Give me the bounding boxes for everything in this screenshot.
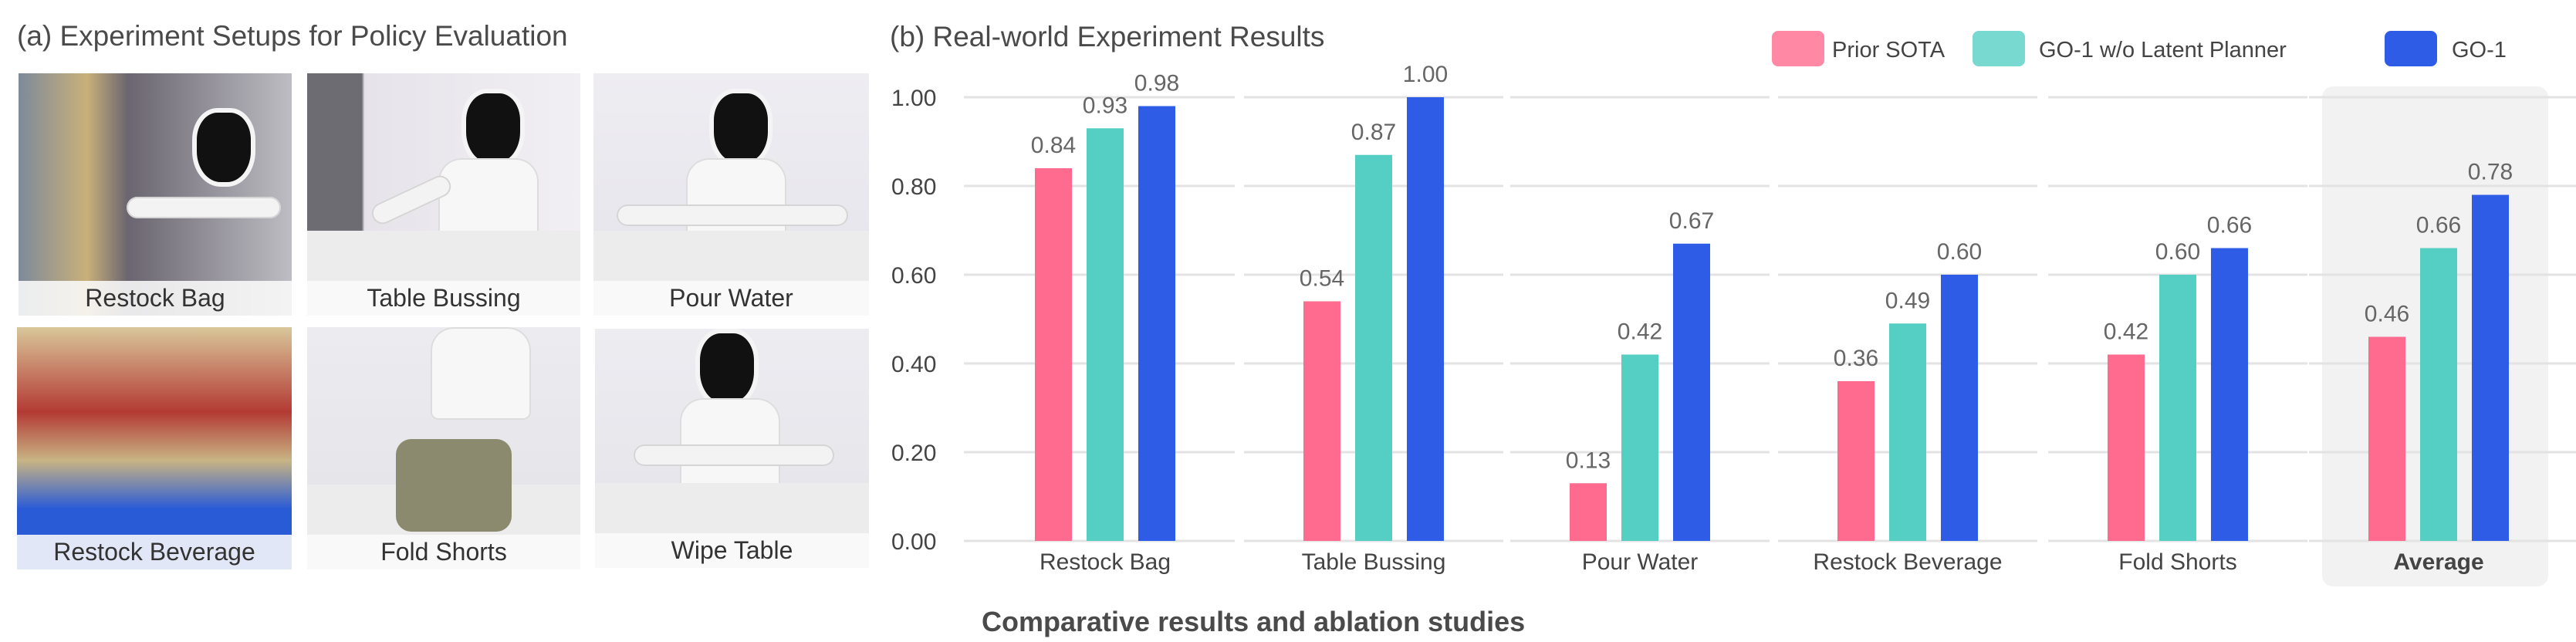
y-tick-label: 0.00 — [891, 529, 936, 555]
x-tick-label: Average — [2393, 549, 2483, 575]
tile-label: Pour Water — [593, 281, 869, 316]
bar-value-label: 0.60 — [2155, 239, 2200, 265]
bar-value-label: 0.84 — [1031, 133, 1076, 158]
bar-restock-beverage-series-1 — [1889, 323, 1926, 541]
bar-value-label: 0.93 — [1083, 93, 1127, 118]
bar-table-bussing-series-2 — [1407, 97, 1444, 541]
setups-panel-title: (a) Experiment Setups for Policy Evaluat… — [17, 20, 568, 52]
setup-tile-wipe-table: Wipe Table — [595, 329, 869, 568]
tile-label: Table Bussing — [307, 281, 580, 316]
robot-head — [695, 329, 759, 407]
x-tick-label: Fold Shorts — [2118, 549, 2236, 575]
robot-arm — [127, 197, 281, 218]
bar-value-label: 0.87 — [1351, 120, 1396, 145]
legend-swatch — [1772, 31, 1824, 66]
bar-table-bussing-series-0 — [1303, 301, 1340, 541]
bar-pour-water-series-0 — [1570, 483, 1607, 541]
bar-restock-bag-series-0 — [1035, 168, 1072, 541]
bar-value-label: 1.00 — [1403, 62, 1448, 87]
tile-label: Wipe Table — [595, 533, 869, 568]
setup-tile-pour-water: Pour Water — [593, 73, 869, 316]
legend-swatch — [1973, 31, 2025, 66]
robot-arm — [634, 444, 834, 466]
bar-value-label: 0.66 — [2207, 213, 2252, 238]
bar-restock-bag-series-2 — [1138, 106, 1175, 541]
bar-value-label: 0.46 — [2365, 302, 2409, 327]
bar-table-bussing-series-1 — [1355, 154, 1392, 541]
setup-tile-table-bussing: Table Bussing — [307, 73, 580, 316]
bar-value-label: 0.66 — [2416, 213, 2461, 238]
bar-average-series-0 — [2368, 336, 2405, 541]
average-highlight-box — [2322, 86, 2548, 586]
legend-label: GO-1 w/o Latent Planner — [2039, 38, 2287, 63]
bar-value-label: 0.98 — [1134, 71, 1179, 96]
bar-restock-bag-series-1 — [1087, 128, 1124, 541]
x-tick-label: Pour Water — [1582, 549, 1699, 575]
x-tick-label: Restock Beverage — [1813, 549, 2002, 575]
setup-tile-fold-shorts: Fold Shorts — [307, 327, 580, 569]
tile-label: Restock Beverage — [17, 535, 292, 569]
chart-title: (b) Real-world Experiment Results — [890, 21, 1324, 52]
setup-tile-restock-beverage: Restock Beverage — [17, 327, 292, 569]
bar-value-label: 0.60 — [1937, 239, 1982, 265]
bar-restock-beverage-series-0 — [1837, 381, 1875, 541]
robot-head — [709, 89, 772, 167]
x-tick-label: Table Bussing — [1302, 549, 1446, 575]
bar-value-label: 0.36 — [1834, 346, 1878, 371]
bar-value-label: 0.42 — [2104, 319, 2148, 345]
bar-pour-water-series-2 — [1673, 243, 1710, 541]
robot-arm — [617, 204, 848, 226]
bar-fold-shorts-series-1 — [2159, 275, 2196, 541]
y-tick-label: 0.80 — [891, 174, 936, 200]
bar-average-series-2 — [2472, 194, 2509, 541]
tile-label: Restock Bag — [19, 281, 292, 316]
bar-value-label: 0.67 — [1669, 208, 1714, 234]
y-tick-label: 1.00 — [891, 86, 936, 111]
setup-tile-restock-bag: Restock Bag — [19, 73, 292, 316]
bar-value-label: 0.54 — [1300, 266, 1344, 292]
bar-value-label: 0.42 — [1618, 319, 1662, 345]
y-tick-label: 0.20 — [891, 441, 936, 466]
legend-label: Prior SOTA — [1832, 38, 1946, 63]
bar-restock-beverage-series-2 — [1941, 275, 1978, 541]
legend-swatch — [2385, 31, 2437, 66]
tile-label: Fold Shorts — [307, 535, 580, 569]
y-tick-label: 0.60 — [891, 263, 936, 289]
bar-value-label: 0.13 — [1566, 448, 1611, 473]
robot-head — [192, 108, 255, 187]
robot-body — [431, 327, 531, 420]
bar-fold-shorts-series-2 — [2211, 248, 2248, 541]
bar-value-label: 0.49 — [1885, 288, 1930, 313]
y-tick-label: 0.40 — [891, 352, 936, 377]
bar-average-series-1 — [2420, 248, 2457, 541]
chart-caption: Comparative results and ablation studies — [982, 606, 1525, 637]
x-tick-label: Restock Bag — [1040, 549, 1171, 575]
shorts — [396, 439, 512, 532]
bar-value-label: 0.78 — [2468, 160, 2513, 185]
legend-label: GO-1 — [2452, 38, 2507, 63]
bar-fold-shorts-series-0 — [2108, 354, 2145, 541]
robot-head — [461, 89, 525, 167]
bar-pour-water-series-1 — [1621, 354, 1658, 541]
